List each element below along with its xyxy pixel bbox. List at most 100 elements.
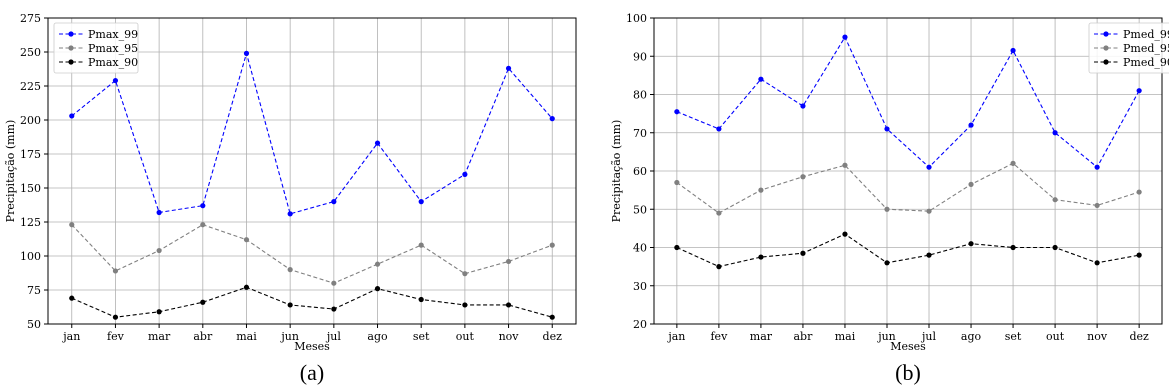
data-point: [758, 76, 764, 82]
legend-marker: [1103, 45, 1109, 51]
data-point: [842, 162, 848, 168]
data-point: [716, 264, 722, 270]
panel-caption: (b): [895, 360, 921, 385]
legend-marker: [1103, 59, 1109, 65]
data-point: [884, 206, 890, 212]
x-tick-label: fev: [107, 330, 125, 343]
x-tick-label: jul: [920, 330, 936, 343]
legend-label: Pmax_99: [88, 28, 138, 41]
y-tick-label: 175: [20, 148, 41, 161]
data-point: [1094, 164, 1100, 170]
series-Pmax_99: [69, 50, 555, 217]
data-point: [287, 267, 293, 273]
x-tick-label: fev: [710, 330, 728, 343]
data-point: [549, 116, 555, 122]
data-point: [884, 260, 890, 266]
series-Pmax_90: [69, 284, 555, 320]
data-point: [287, 211, 293, 217]
data-point: [1010, 244, 1016, 251]
legend-label: Pmax_90: [88, 56, 138, 69]
data-point: [716, 126, 722, 132]
data-point: [243, 50, 250, 56]
data-point: [418, 242, 424, 248]
data-point: [549, 314, 555, 320]
legend-label: Pmed_90: [1123, 56, 1169, 69]
data-point: [156, 309, 162, 315]
legend-label: Pmax_95: [88, 42, 138, 55]
y-tick-label: 275: [20, 12, 41, 25]
data-point: [800, 250, 806, 256]
data-point: [1136, 88, 1142, 94]
data-point: [374, 261, 381, 267]
data-point: [758, 187, 764, 193]
y-tick-label: 75: [27, 284, 41, 297]
data-point: [1136, 189, 1142, 195]
data-point: [505, 302, 512, 308]
y-tick-label: 30: [633, 280, 647, 293]
data-point: [287, 302, 293, 308]
data-point: [926, 164, 932, 170]
y-tick-label: 50: [27, 318, 41, 331]
y-tick-label: 125: [20, 216, 41, 229]
x-tick-label: set: [413, 330, 430, 343]
x-tick-label: dez: [543, 330, 563, 343]
data-point: [243, 284, 250, 290]
series-line: [676, 35, 1140, 169]
data-point: [112, 314, 119, 320]
legend-box: [1088, 22, 1169, 74]
x-tick-label: out: [456, 330, 475, 343]
data-point: [968, 241, 974, 247]
series-line: [71, 286, 553, 318]
y-tick-label: 70: [633, 127, 647, 140]
series-Pmed_90: [674, 231, 1142, 270]
data-point: [1052, 244, 1058, 251]
data-point: [926, 252, 932, 258]
data-point: [1010, 47, 1016, 54]
data-point: [674, 179, 680, 186]
x-tick-label: mai: [236, 330, 257, 343]
data-point: [968, 181, 974, 187]
data-point: [200, 222, 206, 228]
x-tick-label: dez: [1129, 330, 1149, 343]
data-point: [374, 140, 381, 146]
data-point: [716, 210, 722, 216]
x-tick-label: ago: [367, 330, 388, 343]
data-point: [418, 199, 424, 205]
data-point: [112, 77, 119, 84]
data-point: [674, 109, 680, 115]
x-tick-label: abr: [794, 330, 814, 343]
series-line: [676, 233, 1140, 268]
data-point: [968, 122, 974, 128]
x-tick-label: mar: [750, 330, 773, 343]
data-point: [800, 103, 806, 109]
data-point: [1094, 202, 1100, 209]
data-point: [549, 242, 555, 248]
y-tick-label: 250: [20, 46, 41, 59]
y-axis-label: Precipitação (mm): [4, 120, 17, 223]
series-Pmed_99: [674, 34, 1142, 170]
x-tick-label: set: [1005, 330, 1022, 343]
series-line: [71, 224, 553, 284]
data-point: [156, 209, 162, 216]
data-point: [842, 34, 848, 40]
data-point: [1052, 197, 1058, 203]
legend-label: Pmed_99: [1123, 28, 1169, 41]
data-point: [674, 244, 680, 251]
data-point: [462, 302, 468, 308]
y-tick-label: 40: [633, 242, 647, 255]
y-tick-label: 150: [20, 182, 41, 195]
data-point: [374, 286, 381, 292]
data-point: [112, 268, 119, 274]
axes-frame: [47, 17, 577, 325]
data-point: [462, 271, 468, 277]
legend-marker: [68, 31, 74, 37]
legend-box: [53, 22, 139, 74]
data-point: [331, 280, 337, 286]
legend-label: Pmed_95: [1123, 42, 1169, 55]
y-tick-label: 50: [633, 203, 647, 216]
x-tick-label: ago: [961, 330, 982, 343]
x-tick-label: abr: [193, 330, 213, 343]
